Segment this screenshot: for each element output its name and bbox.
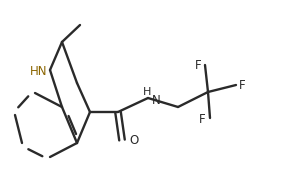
Text: F: F bbox=[239, 78, 246, 92]
Text: HN: HN bbox=[30, 65, 47, 78]
Text: F: F bbox=[199, 113, 206, 126]
Text: H: H bbox=[143, 87, 151, 97]
Text: O: O bbox=[129, 134, 138, 147]
Text: N: N bbox=[152, 94, 161, 107]
Text: F: F bbox=[194, 59, 201, 71]
